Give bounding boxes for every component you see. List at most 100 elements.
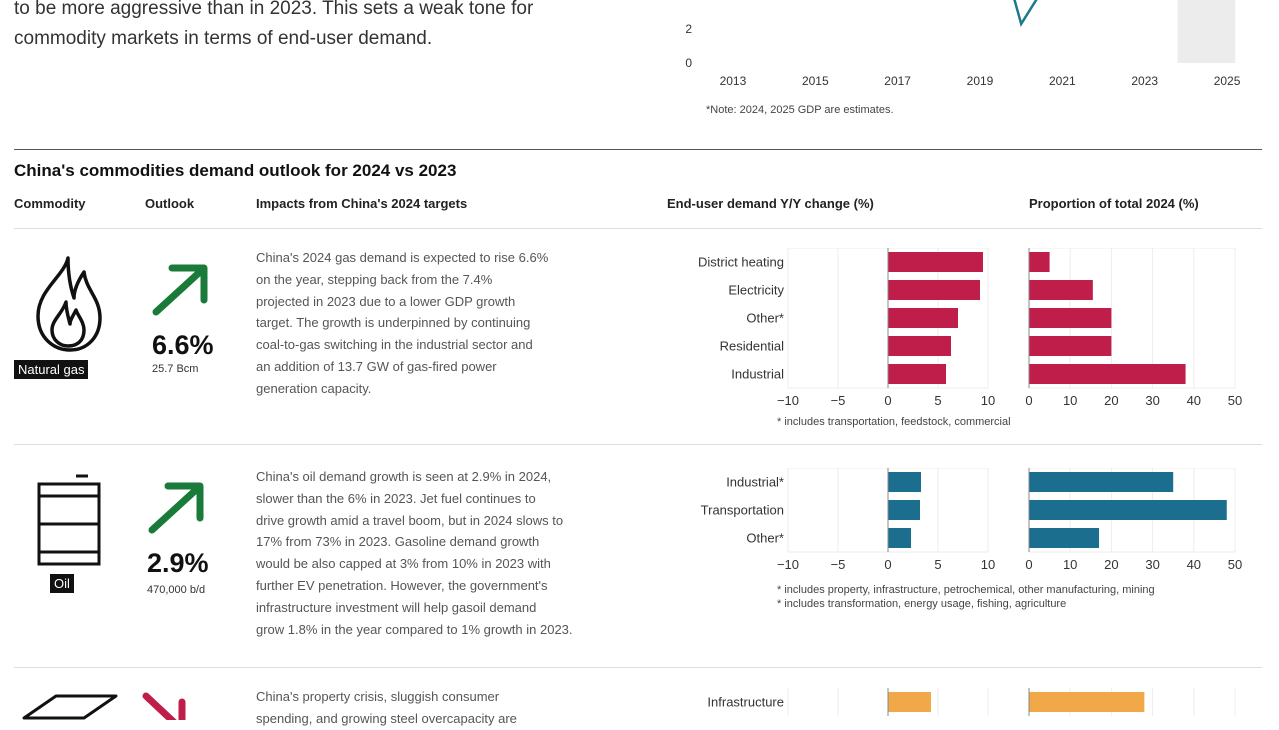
desc-line: on the year, stepping back from the 7.4% (256, 271, 493, 287)
bar (888, 692, 931, 712)
section-divider (14, 149, 1262, 150)
intro-text: to be more aggressive than in 2023. This… (14, 0, 634, 54)
x-tick-label: 40 (1187, 393, 1201, 408)
x-tick-label: 30 (1145, 393, 1159, 408)
commodity-tag: Natural gas (14, 360, 89, 379)
bar (1029, 280, 1093, 300)
bar (888, 472, 921, 492)
steel-share-chart (1028, 688, 1236, 716)
commodity-tag: Oil (50, 574, 74, 593)
gdp-line-chart: 0 2 2013 2015 2017 2019 2021 2023 2025 (685, 0, 1241, 88)
category-label: Industrial* (726, 475, 784, 490)
desc-line: 17% from 73% in 2023. Gasoline demand gr… (256, 534, 540, 550)
impact-description: China's property crisis, sluggish consum… (256, 686, 636, 730)
x-tick-label: 10 (1063, 393, 1077, 408)
steel-bar-icon (22, 694, 118, 720)
bar (888, 280, 980, 300)
desc-line: drive growth amid a travel boom, but in … (256, 512, 564, 528)
x-tick-label: 2019 (967, 74, 994, 88)
x-tick-label: 0 (884, 557, 891, 572)
col-header-yoy: End-user demand Y/Y change (%) (667, 196, 874, 211)
desc-line: projected in 2023 due to a lower GDP gro… (256, 293, 516, 309)
x-tick-label: 5 (934, 393, 941, 408)
desc-line: target. The growth is underpinned by con… (256, 315, 531, 331)
bar (888, 308, 958, 328)
desc-line: infrastructure investment will help gaso… (256, 599, 537, 615)
category-label: Electricity (728, 283, 784, 298)
oil-barrel-icon (37, 474, 101, 566)
outlook-volume: 25.7 Bcm (152, 363, 199, 375)
col-header-impacts: Impacts from China's 2024 targets (256, 196, 468, 211)
outlook-percent: 6.6% (152, 330, 214, 360)
x-tick-label: 2013 (720, 74, 747, 88)
x-tick-label: 2023 (1131, 74, 1158, 88)
y-tick-label: 0 (685, 56, 692, 70)
x-tick-label: 50 (1228, 393, 1242, 408)
gas-share-chart: 0 10 20 30 40 50 (1025, 248, 1242, 408)
impact-description: China's 2024 gas demand is expected to r… (256, 247, 636, 400)
steel-yoy-chart: Infrastructure (707, 688, 989, 716)
outlook-percent: 2.9% (147, 548, 209, 578)
intro-line: commodity markets in terms of end-user d… (14, 28, 433, 49)
y-tick-label: 2 (685, 22, 692, 36)
x-tick-label: −10 (777, 557, 799, 572)
bar (888, 364, 946, 384)
bar (1029, 472, 1174, 492)
bar (1029, 692, 1145, 712)
x-tick-label: −5 (831, 393, 846, 408)
x-tick-label: 0 (1025, 557, 1032, 572)
bar (888, 528, 911, 548)
oil-share-chart: 0 10 20 30 40 50 (1025, 468, 1242, 572)
x-tick-label: 2017 (884, 74, 911, 88)
x-tick-label: 30 (1145, 557, 1159, 572)
bar (1029, 252, 1050, 272)
desc-line: an addition of 13.7 GW of gas-fired powe… (256, 358, 497, 374)
footnote: * includes transformation, energy usage,… (777, 598, 1067, 610)
category-label: District heating (698, 255, 784, 270)
row-divider (14, 228, 1262, 229)
arrow-up-icon (152, 264, 208, 316)
x-tick-label: 20 (1104, 557, 1118, 572)
desc-line: generation capacity. (256, 380, 372, 396)
category-label: Infrastructure (707, 695, 784, 710)
desc-line: spending, and growing steel overcapacity… (256, 710, 517, 726)
x-tick-label: 5 (934, 557, 941, 572)
x-tick-label: 2025 (1214, 74, 1241, 88)
desc-line: China's 2024 gas demand is expected to r… (256, 250, 549, 265)
desc-line: grow 1.8% in the year compared to 1% gro… (256, 621, 573, 637)
col-header-share: Proportion of total 2024 (%) (1029, 196, 1199, 211)
footnote: * includes property, infrastructure, pet… (777, 584, 1155, 596)
x-tick-label: 10 (981, 393, 995, 408)
forecast-shade (1177, 0, 1236, 63)
x-tick-label: 50 (1228, 557, 1242, 572)
x-tick-label: −5 (831, 557, 846, 572)
gas-yoy-chart: District heating Electricity Other* Residen… (698, 248, 995, 408)
impact-description: China's oil demand growth is seen at 2.9… (256, 466, 636, 640)
desc-line: China's oil demand growth is seen at 2.9… (256, 469, 552, 484)
category-label: Transportation (701, 503, 784, 518)
gdp-line (1013, 0, 1038, 27)
outlook-volume: 470,000 b/d (147, 584, 206, 596)
x-tick-label: 2021 (1049, 74, 1076, 88)
category-label: Residential (720, 339, 784, 354)
x-tick-label: 10 (981, 557, 995, 572)
desc-line: China's property crisis, sluggish consum… (256, 689, 500, 704)
arrow-up-icon (148, 482, 204, 534)
bar (1029, 336, 1112, 356)
bar (1029, 528, 1100, 548)
desc-line: would be also capped at 3% from 10% in 2… (256, 556, 551, 572)
category-label: Other* (746, 531, 784, 546)
desc-line: slower than the 6% in 2023. Jet fuel con… (256, 490, 536, 506)
desc-line: coal-to-gas switching in the industrial … (256, 337, 533, 353)
bar (888, 336, 951, 356)
arrow-down-icon (142, 692, 186, 720)
intro-line: to be more aggressive than in 2023. This… (14, 0, 534, 19)
x-tick-label: 10 (1063, 557, 1077, 572)
flame-icon (36, 256, 102, 352)
gdp-note: *Note: 2024, 2025 GDP are estimates. (706, 104, 894, 116)
bar (1029, 308, 1112, 328)
x-tick-label: 0 (884, 393, 891, 408)
x-tick-label: 0 (1025, 393, 1032, 408)
x-tick-label: 2015 (802, 74, 829, 88)
row-divider (14, 444, 1262, 445)
